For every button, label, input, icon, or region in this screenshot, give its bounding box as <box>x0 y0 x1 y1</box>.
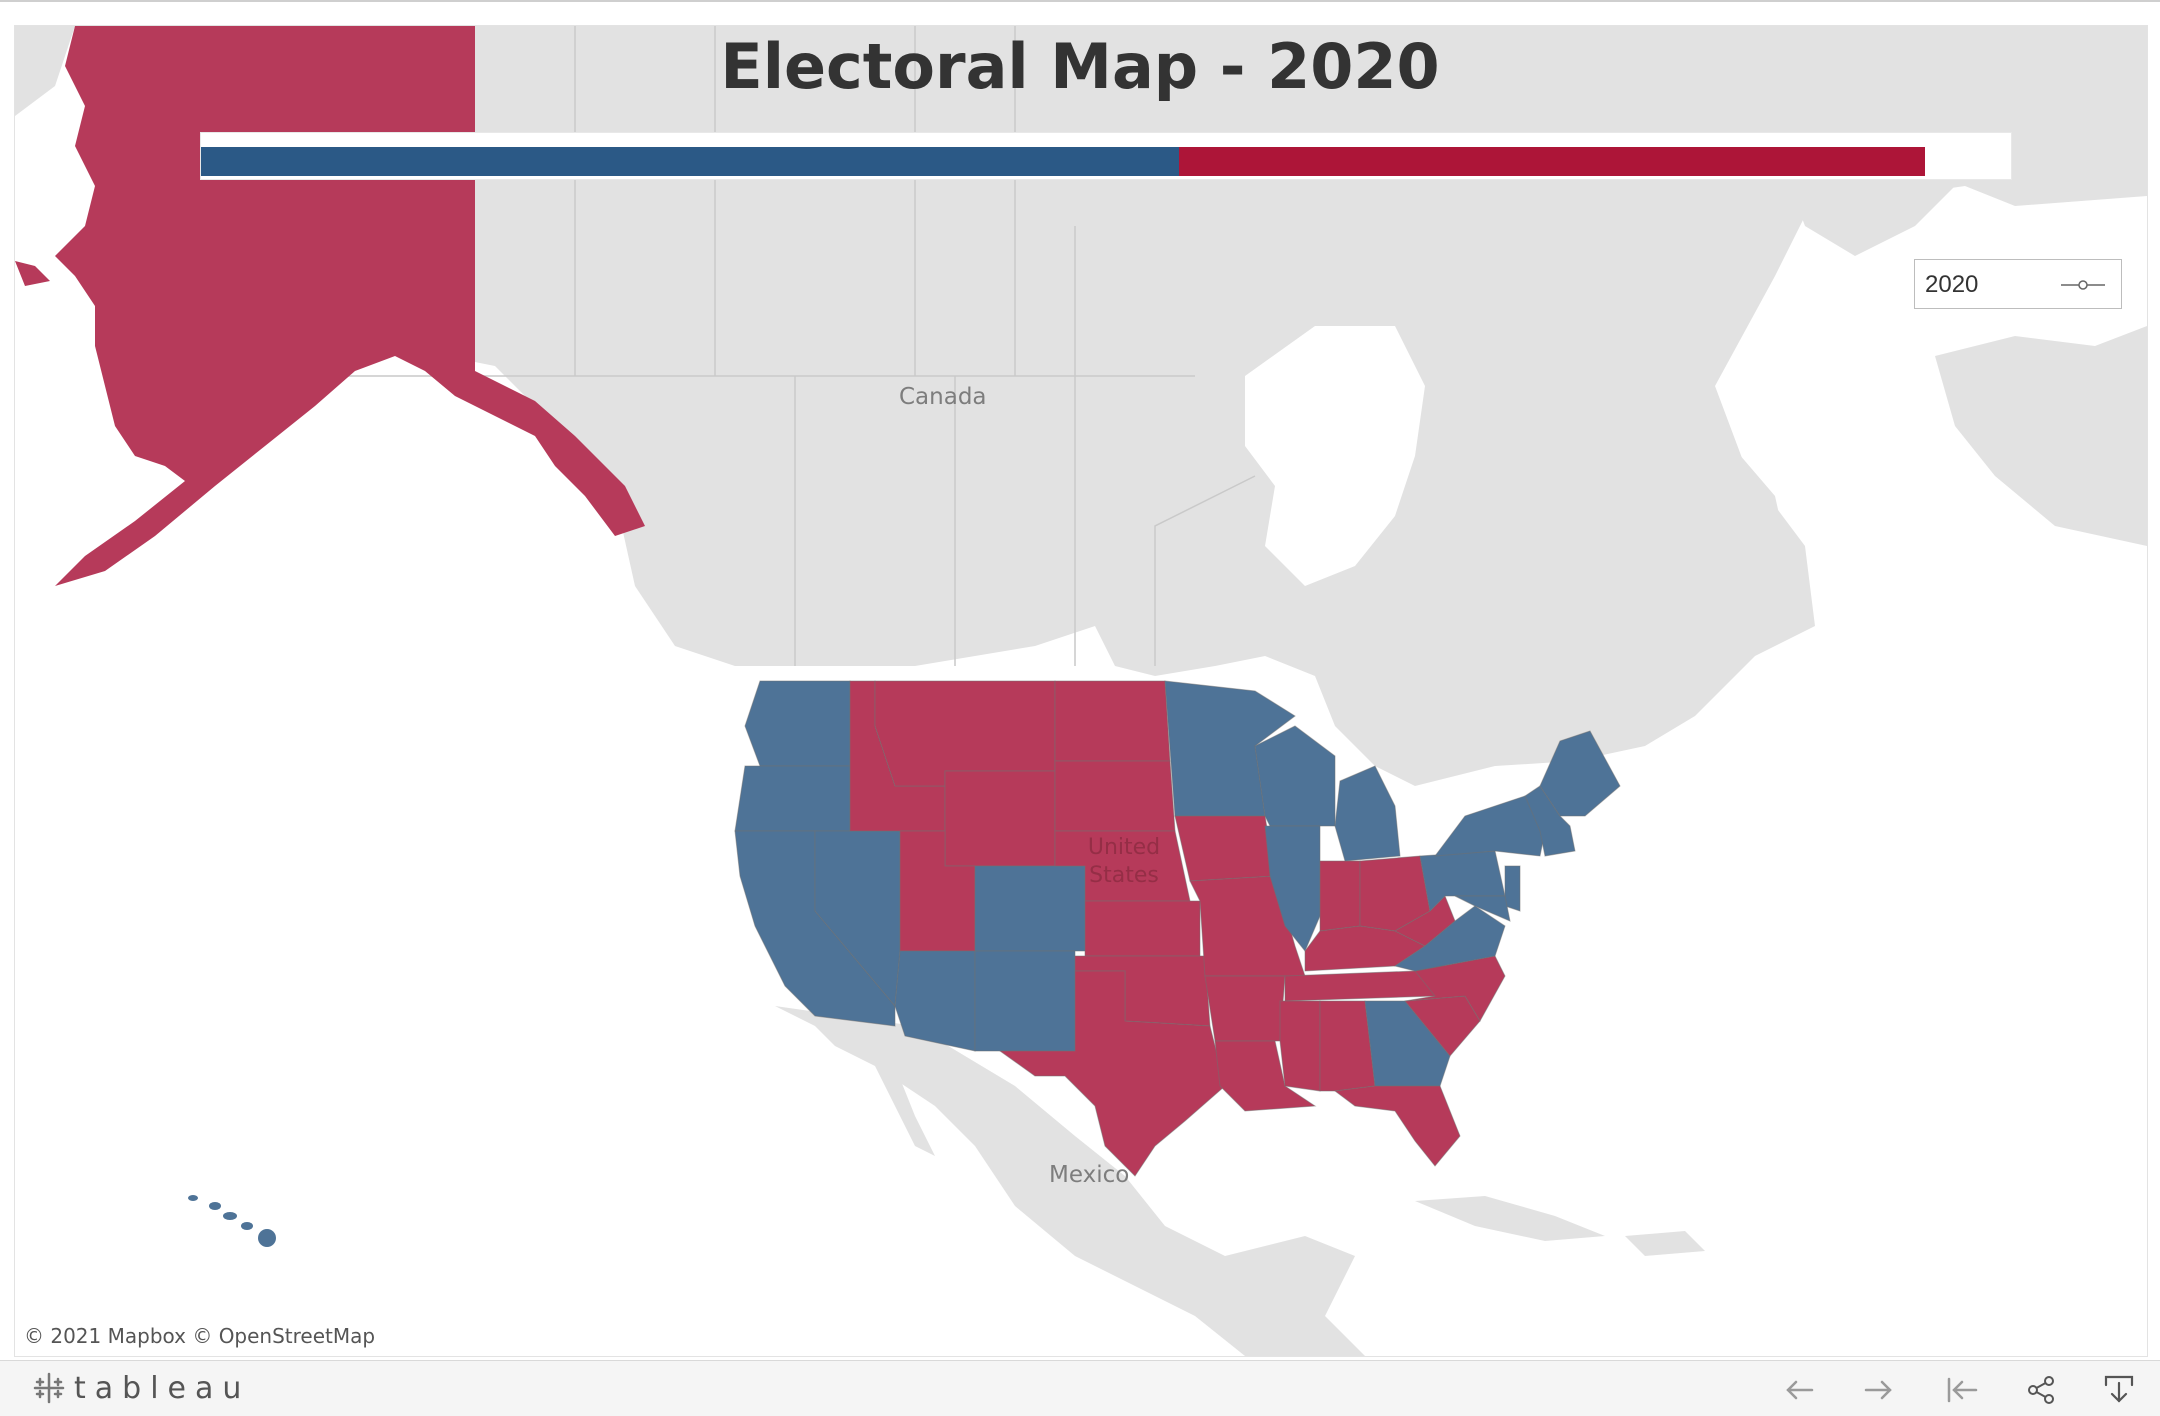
share-icon[interactable] <box>2024 1373 2058 1407</box>
state-mississippi[interactable] <box>1279 1000 1321 1092</box>
year-filter[interactable]: 2020 <box>1914 259 2122 309</box>
electoral-vote-bar[interactable] <box>200 132 2012 180</box>
state-texas[interactable] <box>998 970 1226 1177</box>
state-indiana[interactable] <box>1319 860 1361 932</box>
land-cuba <box>1415 1196 1605 1241</box>
hudson-bay <box>1245 326 1425 586</box>
state-florida[interactable] <box>1333 1085 1461 1167</box>
download-icon[interactable] <box>2102 1373 2136 1407</box>
dem-electoral-segment[interactable] <box>201 147 1179 176</box>
revert-icon[interactable] <box>1944 1373 1978 1407</box>
map-svg[interactable] <box>15 26 2147 1356</box>
tableau-logo[interactable]: tableau <box>32 1370 251 1406</box>
slider-icon[interactable] <box>2059 277 2107 293</box>
state-maine[interactable] <box>1539 730 1621 817</box>
state-new-mexico[interactable] <box>974 950 1076 1052</box>
page-title: Electoral Map - 2020 <box>720 30 1440 103</box>
tableau-plus-icon <box>33 1372 65 1404</box>
rep-electoral-segment[interactable] <box>1179 147 1925 176</box>
land-baja <box>875 1026 935 1156</box>
state-virginia[interactable] <box>1393 905 1506 972</box>
state-washington[interactable] <box>744 680 851 767</box>
label-united-states: United States <box>1087 835 1161 888</box>
state-wyoming[interactable] <box>944 770 1056 867</box>
state-wisconsin[interactable] <box>1254 725 1336 827</box>
land-mexico <box>775 1006 1365 1356</box>
us-states <box>734 680 1621 1177</box>
land-labrador <box>1435 296 1795 676</box>
tableau-wordmark: tableau <box>74 1370 251 1406</box>
state-louisiana[interactable] <box>1214 1040 1317 1112</box>
top-border <box>0 0 2160 2</box>
state-maryland-delaware[interactable] <box>1454 895 1511 922</box>
state-georgia[interactable] <box>1364 1000 1451 1087</box>
land-hispaniola <box>1625 1231 1705 1256</box>
state-montana[interactable] <box>874 680 1056 787</box>
label-canada: Canada <box>899 384 987 410</box>
state-north-dakota[interactable] <box>1054 680 1171 762</box>
state-arizona[interactable] <box>894 950 976 1052</box>
land-russia <box>15 26 75 116</box>
state-michigan[interactable] <box>1334 765 1401 862</box>
land-europe <box>1935 326 2147 546</box>
state-oregon[interactable] <box>734 765 851 832</box>
land-basemap <box>15 26 2147 1356</box>
toolbar-footer: tableau <box>0 1360 2160 1416</box>
state-colorado[interactable] <box>974 865 1086 952</box>
label-mexico: Mexico <box>1049 1162 1130 1188</box>
redo-icon[interactable] <box>1862 1373 1896 1407</box>
state-iowa[interactable] <box>1174 815 1276 882</box>
state-kansas[interactable] <box>1084 900 1201 957</box>
state-south-dakota[interactable] <box>1054 760 1176 832</box>
undo-icon[interactable] <box>1782 1373 1816 1407</box>
alaska-aleutians[interactable] <box>15 261 50 286</box>
state-arkansas[interactable] <box>1204 975 1286 1042</box>
state-new-jersey[interactable] <box>1504 865 1521 912</box>
map-attribution[interactable]: © 2021 Mapbox © OpenStreetMap <box>20 1324 380 1348</box>
year-filter-value: 2020 <box>1925 271 1979 298</box>
state-north-carolina[interactable] <box>1404 955 1506 1022</box>
state-hawaii[interactable] <box>188 1195 276 1247</box>
map-view[interactable]: Canada United States Mexico <box>14 25 2148 1357</box>
